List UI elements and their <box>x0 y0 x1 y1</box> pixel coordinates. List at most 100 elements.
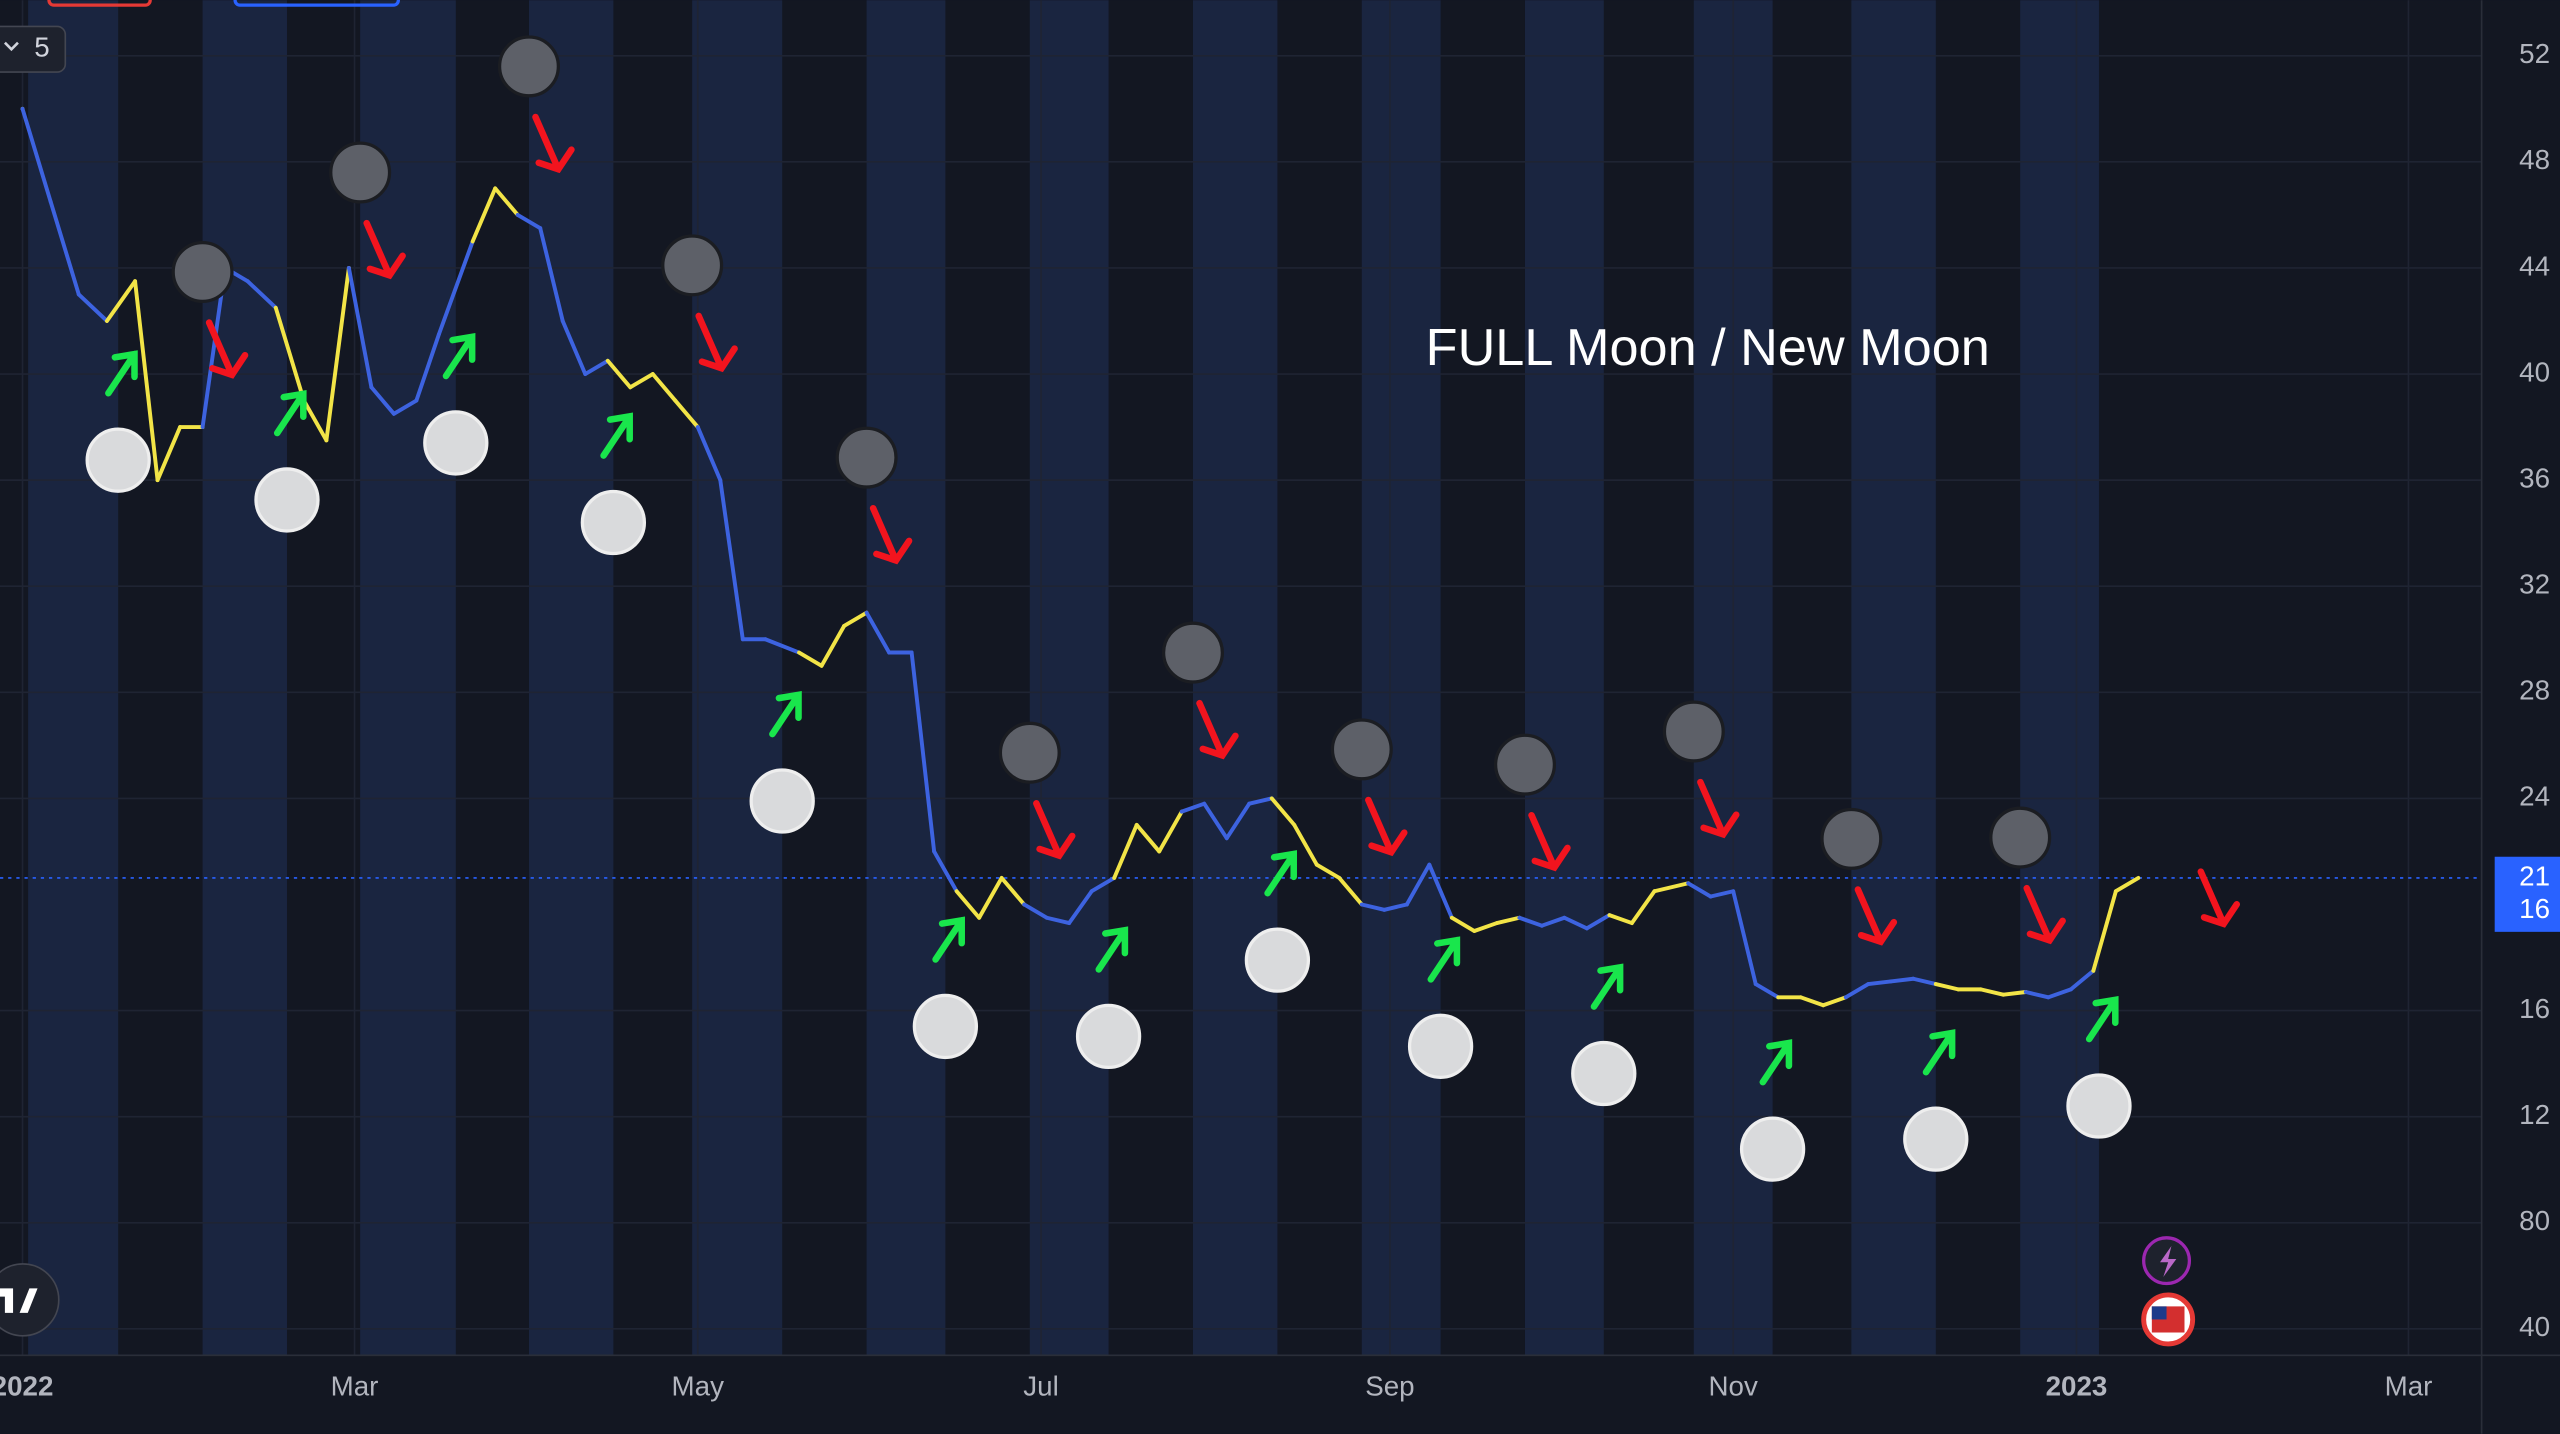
price-segment <box>515 212 543 231</box>
price-segment <box>391 398 419 416</box>
full-moon <box>1244 927 1311 993</box>
countdown-label: 16 <box>2519 893 2550 924</box>
price-segment <box>1382 902 1409 912</box>
toolbar-tab[interactable] <box>47 0 152 7</box>
green-arrow <box>1922 1029 1956 1076</box>
x-tick-label: Mar <box>331 1370 379 1401</box>
phase-band <box>692 0 783 1356</box>
red-arrow <box>1697 778 1740 839</box>
red-arrow <box>869 504 913 565</box>
new-moon <box>1161 621 1225 684</box>
logo-mark <box>0 1288 38 1313</box>
x-tick-label: Nov <box>1709 1370 1758 1401</box>
price-segment <box>1269 796 1297 827</box>
price-segment <box>695 425 723 483</box>
green-arrow <box>1590 963 1624 1010</box>
y-tick-label: 40 <box>2519 356 2550 387</box>
full-moon <box>749 768 815 834</box>
price-segment <box>2001 990 2028 997</box>
price-segment <box>414 332 441 403</box>
new-moon <box>661 234 724 297</box>
price-segment <box>1202 801 1229 841</box>
phase-band <box>360 0 456 1356</box>
price-segment <box>1562 915 1589 931</box>
price-segment <box>1731 889 1758 987</box>
lightning <box>2160 1245 2177 1277</box>
new-moon <box>998 721 1061 784</box>
price-segment <box>1337 876 1364 907</box>
price-segment <box>538 226 565 323</box>
price-segment <box>104 279 138 323</box>
price-segment <box>2068 968 2096 992</box>
full-moon <box>254 467 320 533</box>
annotations <box>85 35 2240 1182</box>
price-segment <box>999 876 1027 907</box>
x-tick-label: 2023 <box>2046 1370 2108 1401</box>
toolbar-tab[interactable] <box>233 0 400 7</box>
y-tick-label: 48 <box>2519 144 2550 175</box>
x-tick-label: Sep <box>1365 1370 1414 1401</box>
new-moon <box>1662 700 1725 763</box>
new-moon <box>171 240 234 303</box>
price-segment <box>155 425 183 483</box>
price-segment <box>1247 796 1274 806</box>
price-segment <box>763 637 802 655</box>
phase-band <box>1029 0 1109 1356</box>
phase-band <box>2020 0 2099 1356</box>
y-tick-label: 24 <box>2519 781 2550 812</box>
price-segment <box>48 199 81 297</box>
price-segment <box>2046 987 2073 1000</box>
price-segment <box>1449 915 1477 933</box>
y-tick-label: 44 <box>2519 250 2550 281</box>
price-segment <box>1911 976 1938 987</box>
new-moon <box>497 35 560 98</box>
price-segment <box>673 398 700 430</box>
chart-title: FULL Moon / New Moon <box>1426 319 1990 377</box>
price-segment <box>369 385 396 416</box>
full-moon <box>912 993 979 1060</box>
price-segment <box>245 279 278 310</box>
red-arrow <box>1033 800 1076 860</box>
red-arrow <box>1854 886 1898 946</box>
y-tick-label: 32 <box>2519 569 2550 600</box>
price-segment <box>909 650 937 854</box>
price-segment <box>2091 889 2118 973</box>
price-segment <box>1157 809 1184 854</box>
price-segment <box>133 279 160 483</box>
phase-band <box>1524 0 1604 1356</box>
y-tick-label: 40 <box>2519 1311 2550 1342</box>
full-moon <box>1739 1116 1806 1182</box>
red-arrow <box>2197 868 2240 928</box>
full-moon <box>1571 1040 1637 1107</box>
plot <box>20 106 2141 1008</box>
green-arrow <box>273 389 307 437</box>
new-moon <box>1493 733 1557 796</box>
red-arrow <box>1365 796 1408 857</box>
price-segment <box>797 650 824 668</box>
full-moon <box>423 410 489 476</box>
price-segment <box>1584 913 1612 931</box>
price-segment <box>1089 876 1117 894</box>
red-arrow <box>1528 811 1571 872</box>
price-segment <box>301 398 329 443</box>
price-segment <box>76 292 109 323</box>
price-segment <box>1686 881 1713 899</box>
interval-box[interactable] <box>0 25 67 73</box>
y-tick-label: 16 <box>2519 993 2550 1024</box>
tv-logo[interactable] <box>0 1263 60 1337</box>
full-moon <box>1903 1106 1969 1172</box>
price-segment <box>1539 915 1567 928</box>
interval-button[interactable]: 5 <box>0 25 67 73</box>
price-segment <box>1798 995 1826 1008</box>
price-segment <box>2113 876 2141 894</box>
price-segment <box>324 265 351 443</box>
red-arrow <box>532 113 575 174</box>
green-arrow <box>600 412 633 459</box>
price-segment <box>1866 979 1893 987</box>
green-arrow <box>105 350 138 397</box>
new-moon <box>835 426 898 489</box>
new-moon <box>329 141 392 204</box>
new-moon <box>1820 807 1883 870</box>
y-tick-label: 36 <box>2519 462 2550 493</box>
